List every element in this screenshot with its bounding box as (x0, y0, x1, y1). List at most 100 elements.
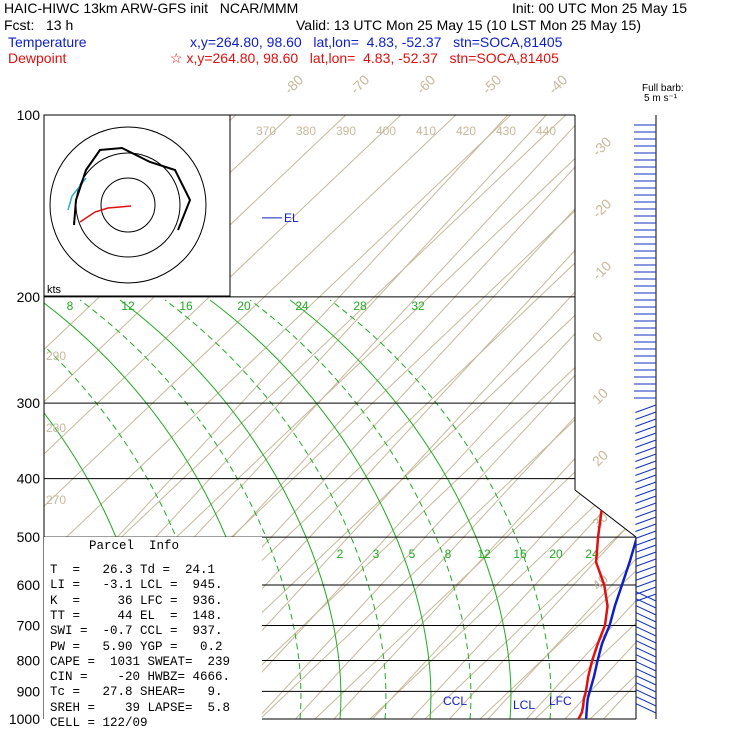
mixing-ratio-label-lower: 3 (373, 547, 380, 561)
isotherm-label: 0 (589, 328, 606, 345)
wind-barb (635, 598, 657, 609)
theta-label-top: 370 (256, 124, 276, 138)
hodograph-low-layer (79, 205, 132, 223)
dry-adiabat-line (44, 115, 536, 719)
wind-barb (635, 640, 657, 651)
wind-barb (635, 579, 657, 588)
dry-adiabat-line (44, 115, 426, 719)
hodograph-upper-layer (73, 146, 192, 231)
isotherm-line (295, 115, 636, 719)
parcel-info-row: K = 36 LFC = 936. (50, 593, 223, 608)
mixing-ratio-line (329, 299, 552, 719)
hodograph-kts-label: kts (47, 284, 62, 296)
wind-barb (635, 537, 657, 546)
mixing-ratio-label-lower: 8 (445, 547, 452, 561)
pressure-label-600: 600 (17, 577, 41, 593)
parcel-info-row: CIN = -20 HWBZ= 4666. (50, 670, 231, 685)
isotherm-line (44, 115, 509, 719)
isotherm-line (642, 115, 740, 719)
theta-label-top: 400 (376, 124, 396, 138)
parcel-info-row: TT = 44 EL = 148. (50, 608, 223, 623)
parcel-info-row: CELL = 122/09 (50, 716, 148, 730)
wind-barb (635, 425, 657, 434)
mixing-ratio-label-lower: 16 (513, 547, 527, 561)
wind-barb (635, 682, 657, 693)
right-axis-slant (574, 489, 637, 538)
temperature-profile (584, 115, 636, 719)
pressure-label-800: 800 (17, 652, 41, 668)
temperature-legend: Temperature (8, 34, 87, 50)
theta-label-top: 440 (536, 124, 556, 138)
pressure-label-500: 500 (17, 529, 41, 545)
wind-barb (635, 696, 657, 707)
wind-barb (635, 530, 657, 539)
dry-adiabat-line (424, 115, 636, 719)
temperature-station-info: x,y=264.80, 98.60 lat,lon= 4.83, -52.37 … (190, 34, 563, 50)
dry-adiabat-line (479, 115, 636, 719)
full-barb-label: Full barb: (642, 83, 684, 94)
pressure-label-700: 700 (17, 617, 41, 633)
lcl-marker-label: LCL (513, 698, 535, 712)
wind-barb (635, 509, 657, 518)
hodograph-ring-1 (100, 177, 156, 233)
parcel-info-row: PW = 5.90 YGP = 0.2 (50, 639, 223, 654)
wind-barb (635, 474, 657, 483)
wind-barb (635, 572, 657, 581)
mixing-ratio-line (209, 299, 432, 719)
mixing-ratio-line (289, 299, 512, 719)
isotherm-label: 10 (589, 385, 611, 407)
theta-label-left: 280 (46, 421, 66, 435)
mixing-ratio-label-upper: 12 (121, 299, 135, 313)
wind-barb (635, 605, 657, 616)
wind-barb (635, 565, 657, 574)
wind-barb (635, 626, 657, 637)
isotherm-label: 20 (589, 447, 611, 469)
pressure-label-400: 400 (17, 471, 41, 487)
isotherm-line (372, 115, 636, 719)
isotherm-line (410, 115, 636, 719)
isotherm-line (526, 115, 636, 719)
isotherm-line (218, 115, 636, 719)
ccl-marker-label: CCL (443, 694, 467, 708)
isotherm-line (256, 115, 636, 719)
pressure-label-900: 900 (17, 683, 41, 699)
isotherm-label: -40 (545, 71, 571, 97)
forecast-hour: Fcst: 13 h (4, 17, 74, 33)
pressure-label-100: 100 (17, 107, 41, 123)
wind-barb (635, 495, 657, 504)
wind-barb (635, 647, 657, 658)
theta-label-left: 290 (46, 349, 66, 363)
parcel-info-row: SREH = 39 LAPSE= 5.8 (50, 700, 231, 715)
wind-barb (635, 558, 657, 567)
wind-barb (635, 502, 657, 511)
mixing-ratio-line (119, 299, 342, 719)
wind-barb (635, 675, 657, 686)
wind-barb (635, 467, 657, 476)
full-barb-unit: 5 m s⁻¹ (644, 93, 678, 104)
wind-barb (635, 661, 657, 672)
hodograph-frame (43, 114, 231, 297)
dry-adiabat-line (645, 92, 740, 719)
parcel-info-row: Tc = 27.8 SHEAR= 9. (50, 685, 223, 700)
mixing-ratio-label-upper: 20 (237, 299, 251, 313)
isotherm-label: -30 (589, 133, 615, 159)
dry-adiabat-line (369, 115, 636, 719)
wind-barb (635, 544, 657, 553)
dry-adiabat-line (204, 115, 636, 719)
mixing-ratio-label-upper: 24 (295, 299, 309, 313)
isotherm-label: -10 (589, 257, 615, 283)
isotherm-line (179, 115, 636, 719)
mixing-ratio-label-lower: 12 (477, 547, 491, 561)
wind-barb (635, 668, 657, 679)
wind-barb (635, 488, 657, 497)
dewpoint-station-info: ☆ x,y=264.80, 98.60 lat,lon= 4.83, -52.3… (170, 50, 559, 66)
dry-adiabat-line (44, 115, 371, 719)
valid-time: Valid: 13 UTC Mon 25 May 15 (10 LST Mon … (296, 17, 641, 33)
mixing-ratio-label-upper: 28 (353, 299, 367, 313)
parcel-info-row: T = 26.3 Td = 24.1 (50, 563, 216, 577)
isotherm-label: -20 (589, 195, 615, 221)
wind-barb (635, 689, 657, 700)
init-time: Init: 00 UTC Mon 25 May 15 (512, 0, 688, 16)
wind-barb (635, 446, 657, 455)
mixing-ratio-label-upper: 8 (67, 299, 74, 313)
